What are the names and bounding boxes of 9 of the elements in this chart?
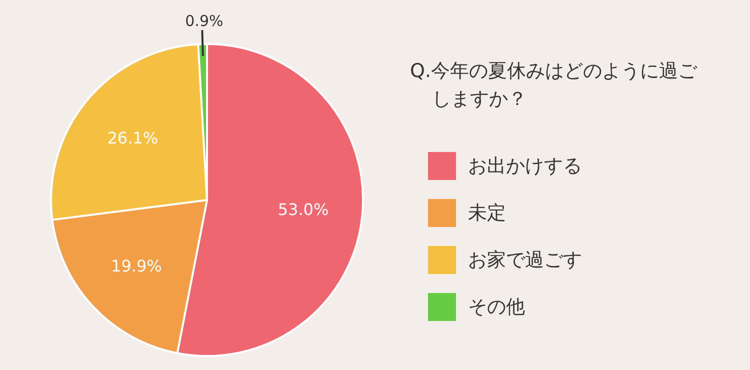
legend-label: お家で過ごす (468, 249, 582, 271)
legend-label: その他 (468, 296, 525, 318)
data-label: 0.9% (185, 12, 224, 30)
text: Q.今年の夏休みはどのように過ごしますか？ (410, 60, 698, 110)
legend-label: 未定 (468, 202, 506, 224)
data-label: 19.9% (111, 256, 162, 276)
data-label: 26.1% (107, 128, 158, 148)
data-label: 53.0% (278, 200, 329, 219)
legend-label: お出かけする (468, 155, 582, 177)
